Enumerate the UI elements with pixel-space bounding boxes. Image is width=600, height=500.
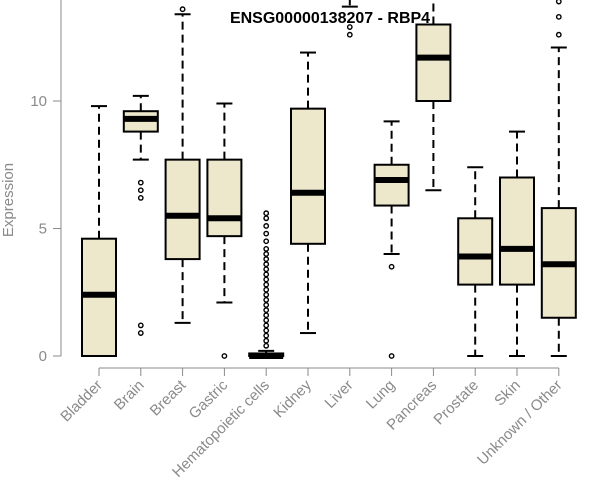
chart-title: ENSG00000138207 - RBP4: [230, 10, 430, 27]
y-tick-label: 0: [39, 348, 47, 365]
y-tick-label: 10: [30, 93, 47, 110]
boxes: [81, 0, 577, 359]
iqr-box: [499, 176, 535, 286]
outlier-point: [346, 24, 353, 30]
iqr-box: [290, 107, 326, 245]
outlier-point: [263, 251, 270, 257]
outlier-point: [137, 194, 144, 201]
outlier-point: [263, 276, 270, 283]
outlier-point: [388, 263, 395, 270]
outlier-point: [263, 261, 270, 268]
outlier-point: [263, 210, 270, 217]
outlier-point: [263, 223, 270, 229]
outlier-point: [263, 337, 270, 344]
outlier-point: [555, 13, 562, 20]
box-prostate: [457, 166, 494, 357]
x-tick-label: Skin: [491, 377, 524, 410]
outlier-point: [263, 256, 270, 262]
outlier-point: [263, 215, 270, 222]
outlier-point: [263, 286, 270, 293]
outlier-point: [263, 230, 270, 237]
outlier-point: [263, 317, 270, 324]
outlier-point: [388, 353, 395, 359]
x-tick-label: Prostate: [430, 377, 482, 429]
iqr-box: [373, 163, 410, 207]
iqr-box: [415, 23, 452, 102]
iqr-box: [457, 217, 494, 286]
outlier-point: [179, 6, 186, 13]
box-pancreas: [415, 0, 452, 192]
x-tick-label: Brain: [111, 377, 148, 414]
outlier-point: [263, 238, 270, 245]
outlier-point: [263, 291, 270, 298]
x-tick-label: Breast: [147, 376, 190, 419]
outlier-point: [263, 312, 270, 319]
outlier-point: [137, 179, 144, 186]
box-breast: [164, 6, 201, 324]
box-skin: [499, 130, 535, 357]
iqr-box: [206, 158, 243, 238]
box-lung: [373, 120, 410, 359]
outlier-point: [346, 31, 353, 38]
outlier-point: [263, 245, 270, 252]
outlier-point: [221, 353, 228, 359]
outlier-point: [263, 322, 270, 329]
box-brain: [122, 94, 159, 336]
box-gastric: [206, 102, 243, 359]
iqr-box: [164, 158, 201, 261]
outlier-point: [263, 307, 270, 313]
outlier-point: [263, 281, 270, 288]
box-liver: [341, 0, 358, 38]
outlier-point: [263, 296, 270, 303]
outlier-point: [137, 330, 144, 336]
box-hematopoietic-cells: [248, 210, 285, 359]
outlier-point: [555, 0, 562, 5]
outlier-point: [263, 342, 270, 349]
outlier-point: [263, 271, 270, 278]
y-axis: 051015: [30, 0, 62, 365]
y-tick-label: 5: [39, 221, 47, 238]
box-kidney: [290, 51, 326, 335]
x-tick-label: Liver: [322, 377, 357, 412]
y-axis-label: Expression: [0, 163, 17, 237]
outlier-point: [263, 327, 270, 334]
outlier-point: [263, 302, 270, 308]
outlier-point: [555, 31, 562, 38]
x-tick-label: Lung: [363, 377, 399, 413]
x-tick-label: Bladder: [57, 377, 106, 426]
x-tick-label: Kidney: [270, 376, 315, 421]
outlier-point: [263, 332, 270, 339]
box-unknown-other: [540, 0, 577, 357]
box-bladder: [81, 105, 117, 357]
outlier-point: [137, 187, 144, 194]
outlier-point: [263, 266, 270, 273]
outlier-point: [137, 322, 144, 329]
